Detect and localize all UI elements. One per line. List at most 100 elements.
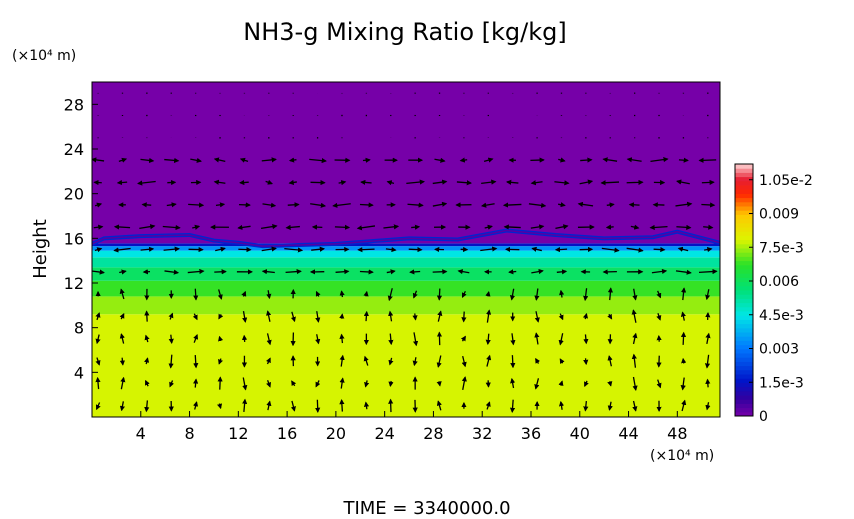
colorbar-segment [735,197,753,203]
wind-vector [528,202,547,208]
wind-vector [266,310,272,322]
wind-vector [242,311,248,323]
x-tick-label: 16 [277,424,297,443]
colorbar-segment [735,327,753,333]
wind-vector [193,401,199,410]
wind-vector [388,357,394,366]
wind-vector [409,269,421,275]
wind-vector [339,377,345,389]
wind-vector [119,357,126,366]
wind-vector [632,332,638,345]
wind-vector [139,224,156,230]
colorbar-segment [735,214,753,220]
wind-vector [680,311,686,321]
y-axis-label: Height [30,219,51,279]
wind-vector [311,246,326,252]
wind-vector [632,376,638,391]
wind-vector [656,379,662,389]
wind-vector [631,309,637,323]
wind-vector [284,247,304,253]
y-axis-ticks: 4 8 12 16 20 24 28 [64,95,98,382]
wind-vector [653,246,666,253]
wind-vector [162,224,181,231]
wind-vector [238,246,252,253]
wind-vector [600,180,620,186]
time-label: TIME = 3340000.0 [342,498,510,519]
wind-vector [607,355,613,367]
wind-vector [92,269,105,275]
wind-vector [218,335,224,342]
wind-vector [577,201,594,207]
colorbar-segment [735,277,753,283]
wind-vector [95,312,101,321]
wind-vector [339,290,345,298]
colorbar-segment [735,260,753,266]
x-tick-label: 36 [521,424,541,443]
wind-vector [116,179,128,186]
colorbar-segment [735,315,753,320]
x-tick-label: 20 [326,424,346,443]
wind-vector [681,287,687,301]
wind-vector [558,157,566,163]
wind-vector [310,202,327,208]
wind-vector [531,246,542,252]
wind-vector [193,334,199,343]
wind-vector [698,157,717,163]
colorbar-tick-label: 1.5e-3 [759,375,804,391]
wind-vector [215,202,226,208]
wind-vector [558,313,564,321]
wind-vector [556,269,568,275]
colorbar-segment [735,311,753,316]
wind-vector [484,224,493,230]
colorbar-frame [734,163,754,417]
wind-vector [705,378,711,388]
wind-vector [632,288,638,301]
wind-vector [676,179,690,185]
wind-vector [607,380,613,387]
wind-vector [339,354,345,367]
wind-vector [534,288,540,301]
wind-vector [339,399,345,412]
wind-vector [140,246,155,252]
wind-vector [261,246,277,252]
wind-vector [315,380,321,388]
wind-vector [119,401,125,412]
wind-vector [436,381,442,387]
wind-vector [315,311,321,323]
colorbar-segment [735,285,753,291]
wind-vector [677,246,689,252]
wind-vector [434,157,446,163]
wind-vector [192,313,198,321]
colorbar-segment [735,399,753,404]
wind-vector [144,400,150,413]
colorbar-segment [735,348,753,354]
wind-vector [530,180,543,186]
wind-vector [480,202,495,208]
colorbar-tick-label: 0.009 [759,207,799,223]
colorbar-tick-label: 1.05e-2 [759,173,813,189]
wind-vector [703,224,714,230]
wind-vector [432,269,448,275]
field-band [92,280,720,297]
wind-vector [113,247,131,253]
wind-vector [485,401,491,410]
wind-vector [413,332,419,347]
wind-vector [626,157,642,163]
wind-vector [681,357,687,364]
wind-vector [266,333,272,346]
wind-vector [95,402,101,411]
colorbar-segment [735,332,753,337]
colorbar-segment [735,353,753,358]
wind-vector [388,310,394,322]
colorbar-tick-label: 0.006 [759,274,799,290]
wind-vector [651,268,668,275]
wind-vector [290,311,296,323]
x-unit-label: (×10⁴ m) [650,448,714,464]
wind-vector [363,355,369,366]
wind-vector [260,224,278,230]
wind-vector [676,224,692,230]
wind-vector [461,311,467,323]
wind-vector [119,288,125,300]
wind-vector [505,179,519,185]
wind-vector [266,357,271,365]
